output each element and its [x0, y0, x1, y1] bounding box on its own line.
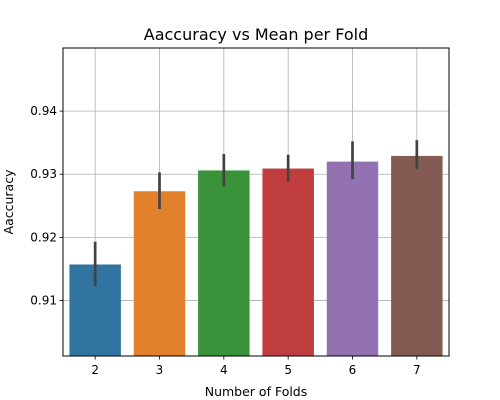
x-tick-label: 4: [220, 363, 228, 377]
bar-4: [198, 170, 250, 356]
bar-6: [326, 161, 379, 356]
bars: [69, 155, 443, 356]
error-bars: [93, 140, 419, 286]
plot-frame: [62, 47, 450, 357]
x-tick-label: 7: [413, 363, 421, 377]
y-axis-ticks: 0.91 0.92 0.93 0.94: [30, 104, 63, 307]
y-tick-label: 0.93: [30, 167, 57, 181]
x-tick-label: 2: [91, 363, 99, 377]
x-tick-label: 3: [156, 363, 164, 377]
chart-title: Aaccuracy vs Mean per Fold: [144, 25, 368, 44]
y-tick-label: 0.94: [30, 104, 57, 118]
y-tick-label: 0.91: [30, 293, 57, 307]
bar-5: [262, 168, 314, 356]
bar-7: [391, 155, 443, 356]
bar-3: [133, 191, 186, 356]
x-axis-ticks: 2 3 4 5 6 7: [91, 356, 421, 377]
y-tick-label: 0.92: [30, 230, 57, 244]
y-axis-label: Aaccuracy: [1, 169, 16, 235]
x-tick-label: 6: [349, 363, 357, 377]
x-tick-label: 5: [284, 363, 292, 377]
x-axis-label: Number of Folds: [205, 384, 308, 399]
